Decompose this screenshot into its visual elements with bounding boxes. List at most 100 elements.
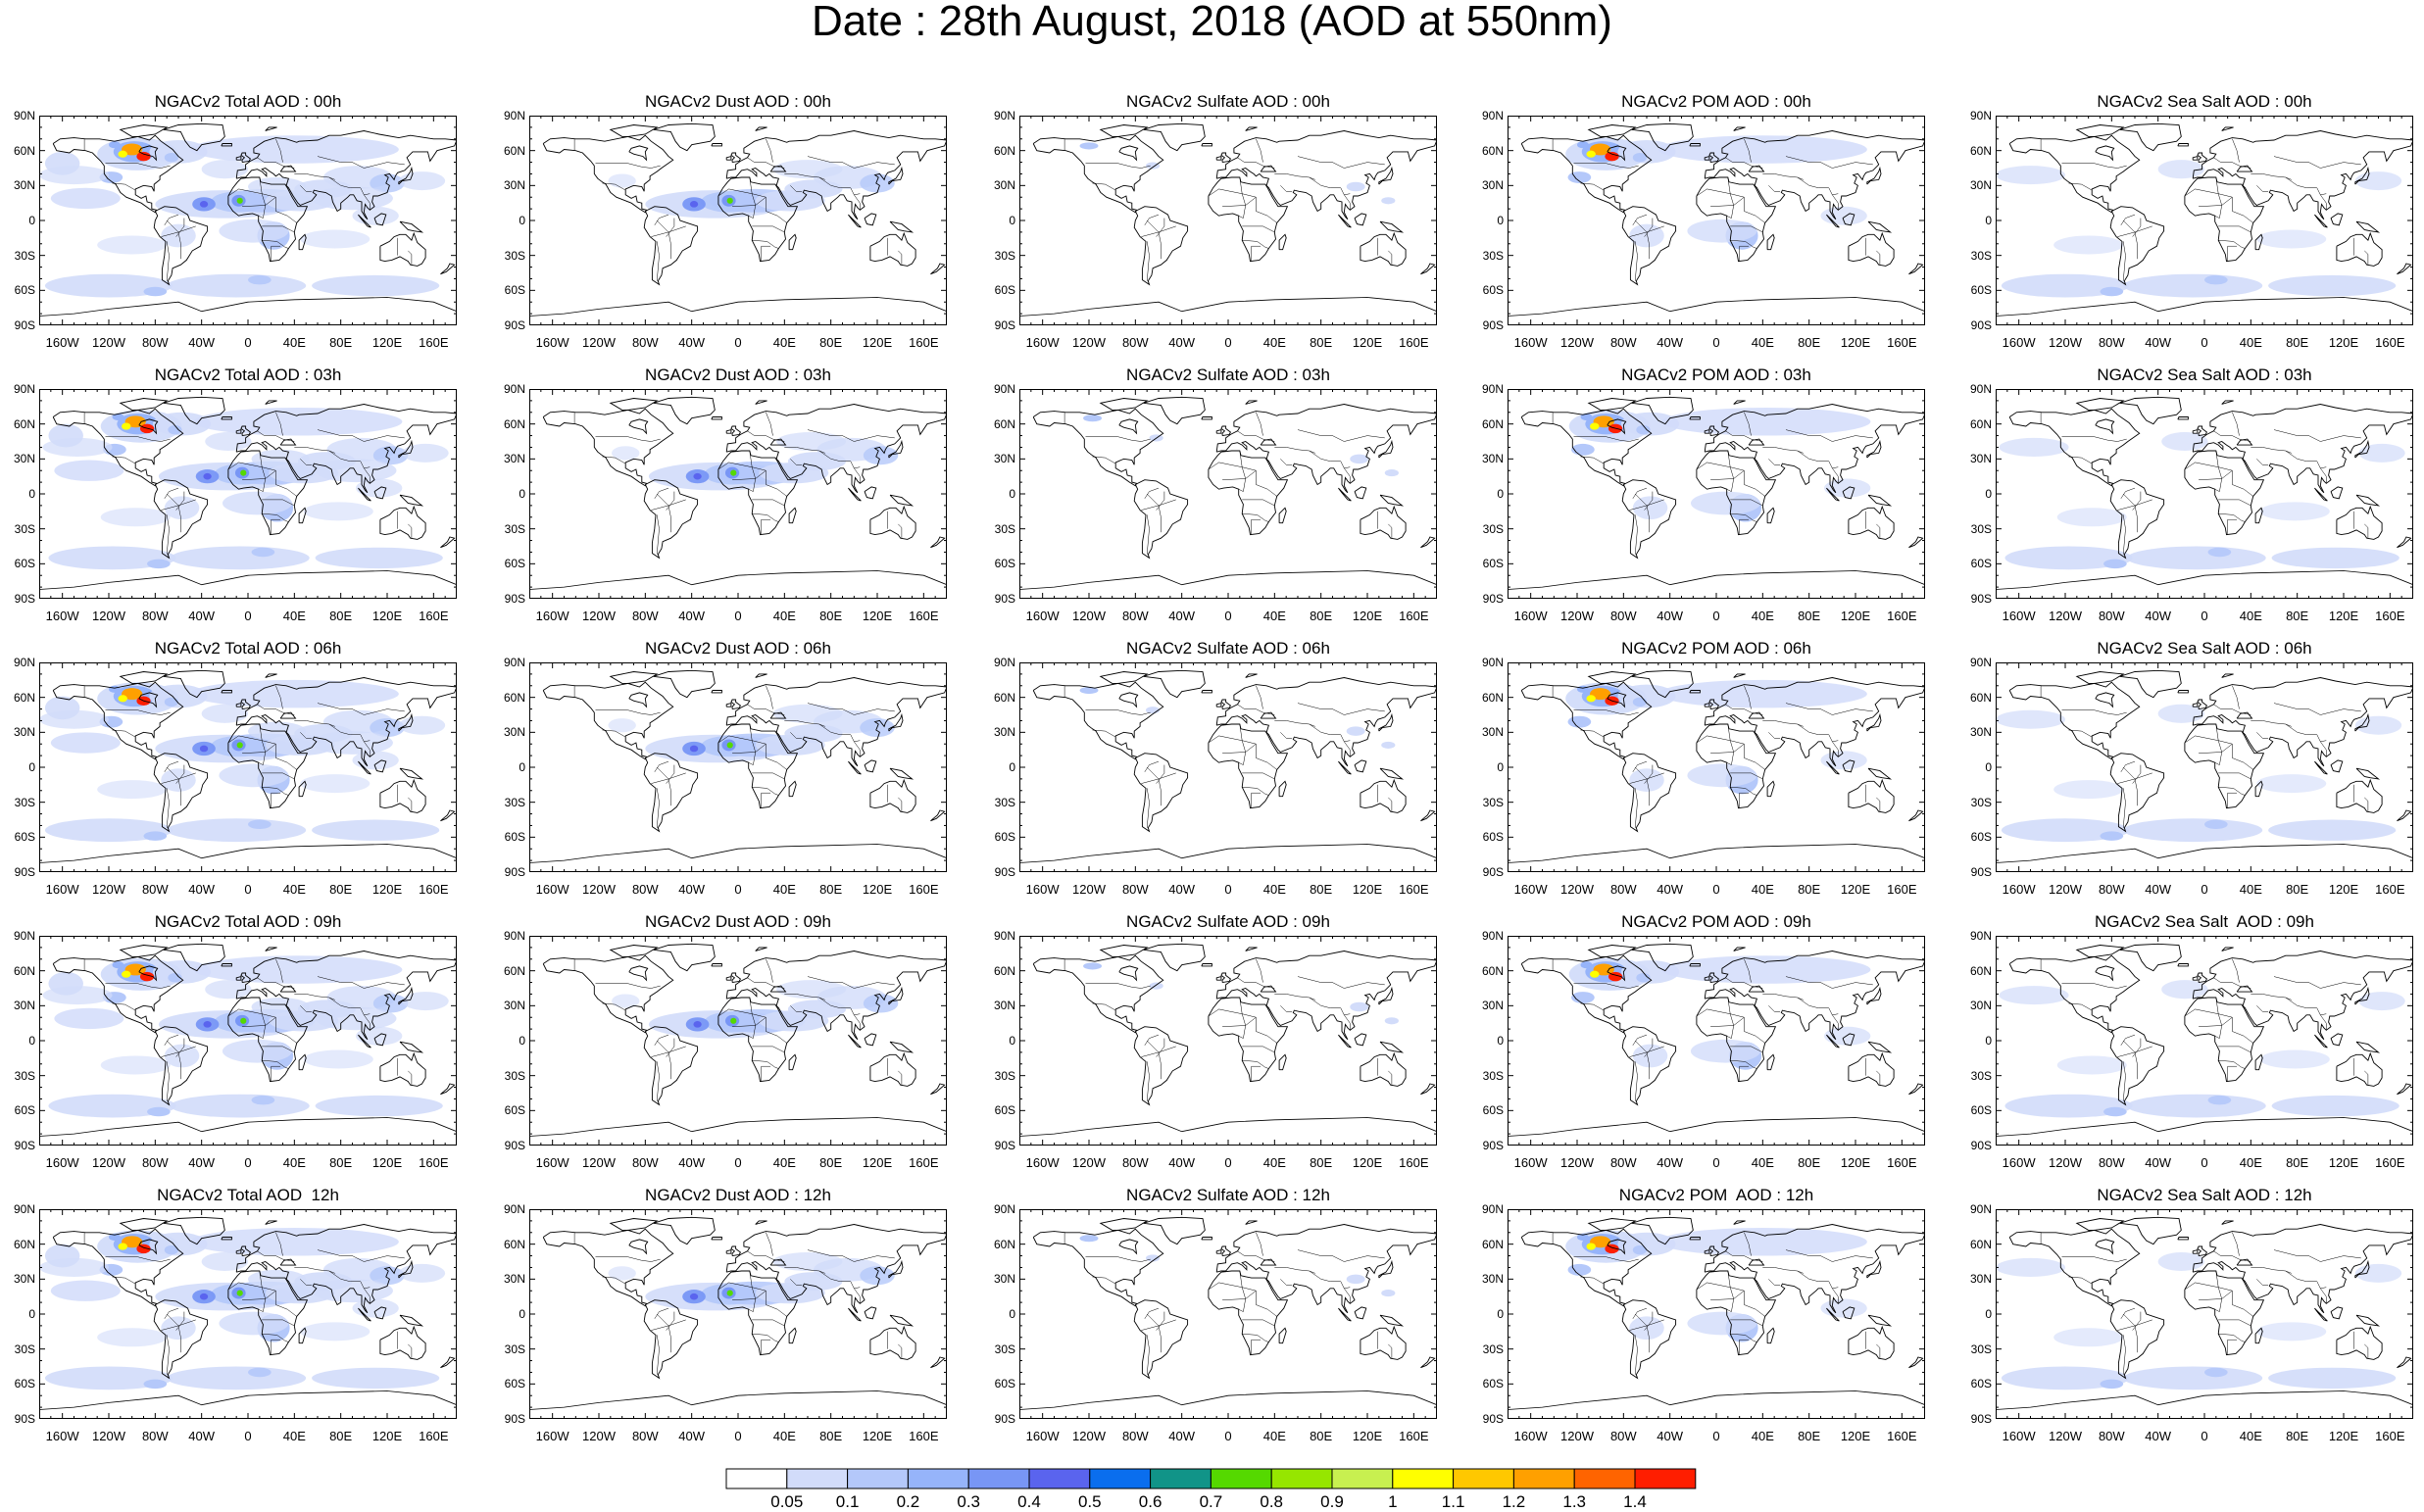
country-border — [1876, 1343, 1881, 1359]
coastline — [711, 416, 722, 420]
aod-patch — [97, 235, 168, 255]
lat-tick-label: 60N — [503, 416, 525, 431]
lat-tick-label: 90S — [994, 865, 1015, 879]
coastline — [1607, 1239, 1627, 1255]
lat-tick-label: 60S — [1482, 830, 1504, 845]
coastline — [1621, 753, 1677, 833]
coastline — [788, 233, 797, 251]
country-border — [1092, 182, 1116, 191]
coastline — [2095, 1239, 2115, 1255]
country-border — [854, 1288, 861, 1304]
lat-tick-label: 30S — [1482, 1068, 1504, 1083]
coastline — [279, 438, 297, 446]
country-border — [1876, 797, 1881, 812]
lon-tick-label: 80W — [2098, 882, 2125, 897]
coastline — [379, 1051, 426, 1087]
lon-tick-label: 160E — [419, 1155, 449, 1170]
country-border — [1147, 766, 1162, 806]
coastline — [1733, 673, 1746, 678]
coastline — [1826, 1307, 1840, 1322]
aod-field — [42, 408, 449, 570]
country-border — [1768, 1279, 1781, 1286]
country-border — [1629, 1319, 1664, 1331]
aod-patch — [372, 446, 409, 465]
aod-patch — [2354, 171, 2402, 191]
lon-tick-label: 40W — [188, 609, 216, 623]
country-border — [317, 156, 405, 169]
aod-patch — [219, 219, 289, 243]
aod-patch — [44, 273, 173, 298]
lon-tick-label: 80E — [2286, 1155, 2309, 1170]
country-border — [1730, 1046, 1763, 1053]
lat-tick-label: 90S — [994, 592, 1015, 606]
country-border — [300, 732, 313, 739]
coastline — [2254, 1327, 2263, 1344]
country-border — [1222, 197, 1257, 207]
coastline — [1354, 1033, 1367, 1047]
aod-patch — [1632, 496, 1668, 520]
aod-patch — [2103, 559, 2127, 569]
country-border — [167, 1313, 181, 1353]
coastline — [1143, 396, 1206, 425]
country-border — [294, 173, 335, 180]
lat-tick-label: 90N — [503, 382, 525, 396]
lon-tick-label: 0 — [1224, 335, 1232, 350]
coastline — [725, 156, 732, 161]
coastline — [1607, 145, 1627, 162]
country-border — [2122, 514, 2126, 555]
colorbar-swatch — [1512, 1468, 1575, 1489]
country-border — [275, 412, 283, 436]
coastline — [1631, 669, 1694, 699]
country-border — [1147, 493, 1162, 533]
coastline — [1607, 418, 1627, 435]
colorbar-swatch — [1634, 1468, 1697, 1489]
aod-patch — [164, 1244, 178, 1255]
lon-tick-label: 120E — [1840, 609, 1871, 623]
lon-tick-label: 160E — [2375, 335, 2405, 350]
country-border — [1785, 1249, 1873, 1262]
country-border — [1274, 447, 1315, 454]
coastline — [1908, 263, 1924, 275]
lat-tick-label: 90N — [1969, 929, 1992, 943]
aod-field — [39, 679, 446, 843]
lon-tick-label: 80W — [1121, 1155, 1149, 1170]
aod-patch — [240, 1017, 247, 1024]
country-border — [364, 467, 371, 484]
antarctic-coastline — [39, 570, 457, 590]
aod-patch — [1605, 151, 1619, 162]
aod-patch — [2056, 1055, 2127, 1075]
country-border — [854, 194, 861, 211]
coastline — [2184, 1270, 2265, 1356]
country-border — [1242, 1046, 1275, 1053]
aod-patch — [1617, 139, 1676, 164]
country-border — [1832, 467, 1839, 484]
coastline — [1420, 536, 1436, 549]
country-border — [1237, 1250, 1275, 1262]
coastline — [138, 145, 159, 162]
lat-tick-label: 30N — [1969, 452, 1992, 466]
coastline — [725, 429, 732, 434]
country-border — [258, 723, 266, 765]
aod-patch — [1632, 153, 1647, 163]
lon-tick-label: 120W — [2049, 1155, 2082, 1170]
lon-tick-label: 160E — [1399, 882, 1429, 897]
lat-tick-label: 60S — [994, 1377, 1015, 1391]
colorbar-label: 0.8 — [1260, 1492, 1283, 1511]
coastline — [2236, 438, 2253, 446]
coastline — [138, 418, 159, 435]
lon-tick-label: 160E — [1887, 335, 1917, 350]
aod-patch — [201, 160, 248, 179]
country-border — [717, 1008, 787, 1044]
coastline — [725, 703, 732, 707]
aod-patch — [2268, 819, 2397, 841]
aod-patch — [2004, 546, 2133, 570]
lon-tick-label: 80E — [329, 882, 353, 897]
coastline — [864, 759, 877, 773]
coastline — [1867, 494, 1893, 507]
lon-tick-label: 40W — [1168, 1155, 1196, 1170]
aod-field — [39, 135, 446, 298]
country-border — [790, 185, 803, 192]
country-border — [1725, 704, 1763, 715]
aod-patch — [164, 1044, 200, 1068]
lon-tick-label: 80W — [631, 1429, 659, 1443]
